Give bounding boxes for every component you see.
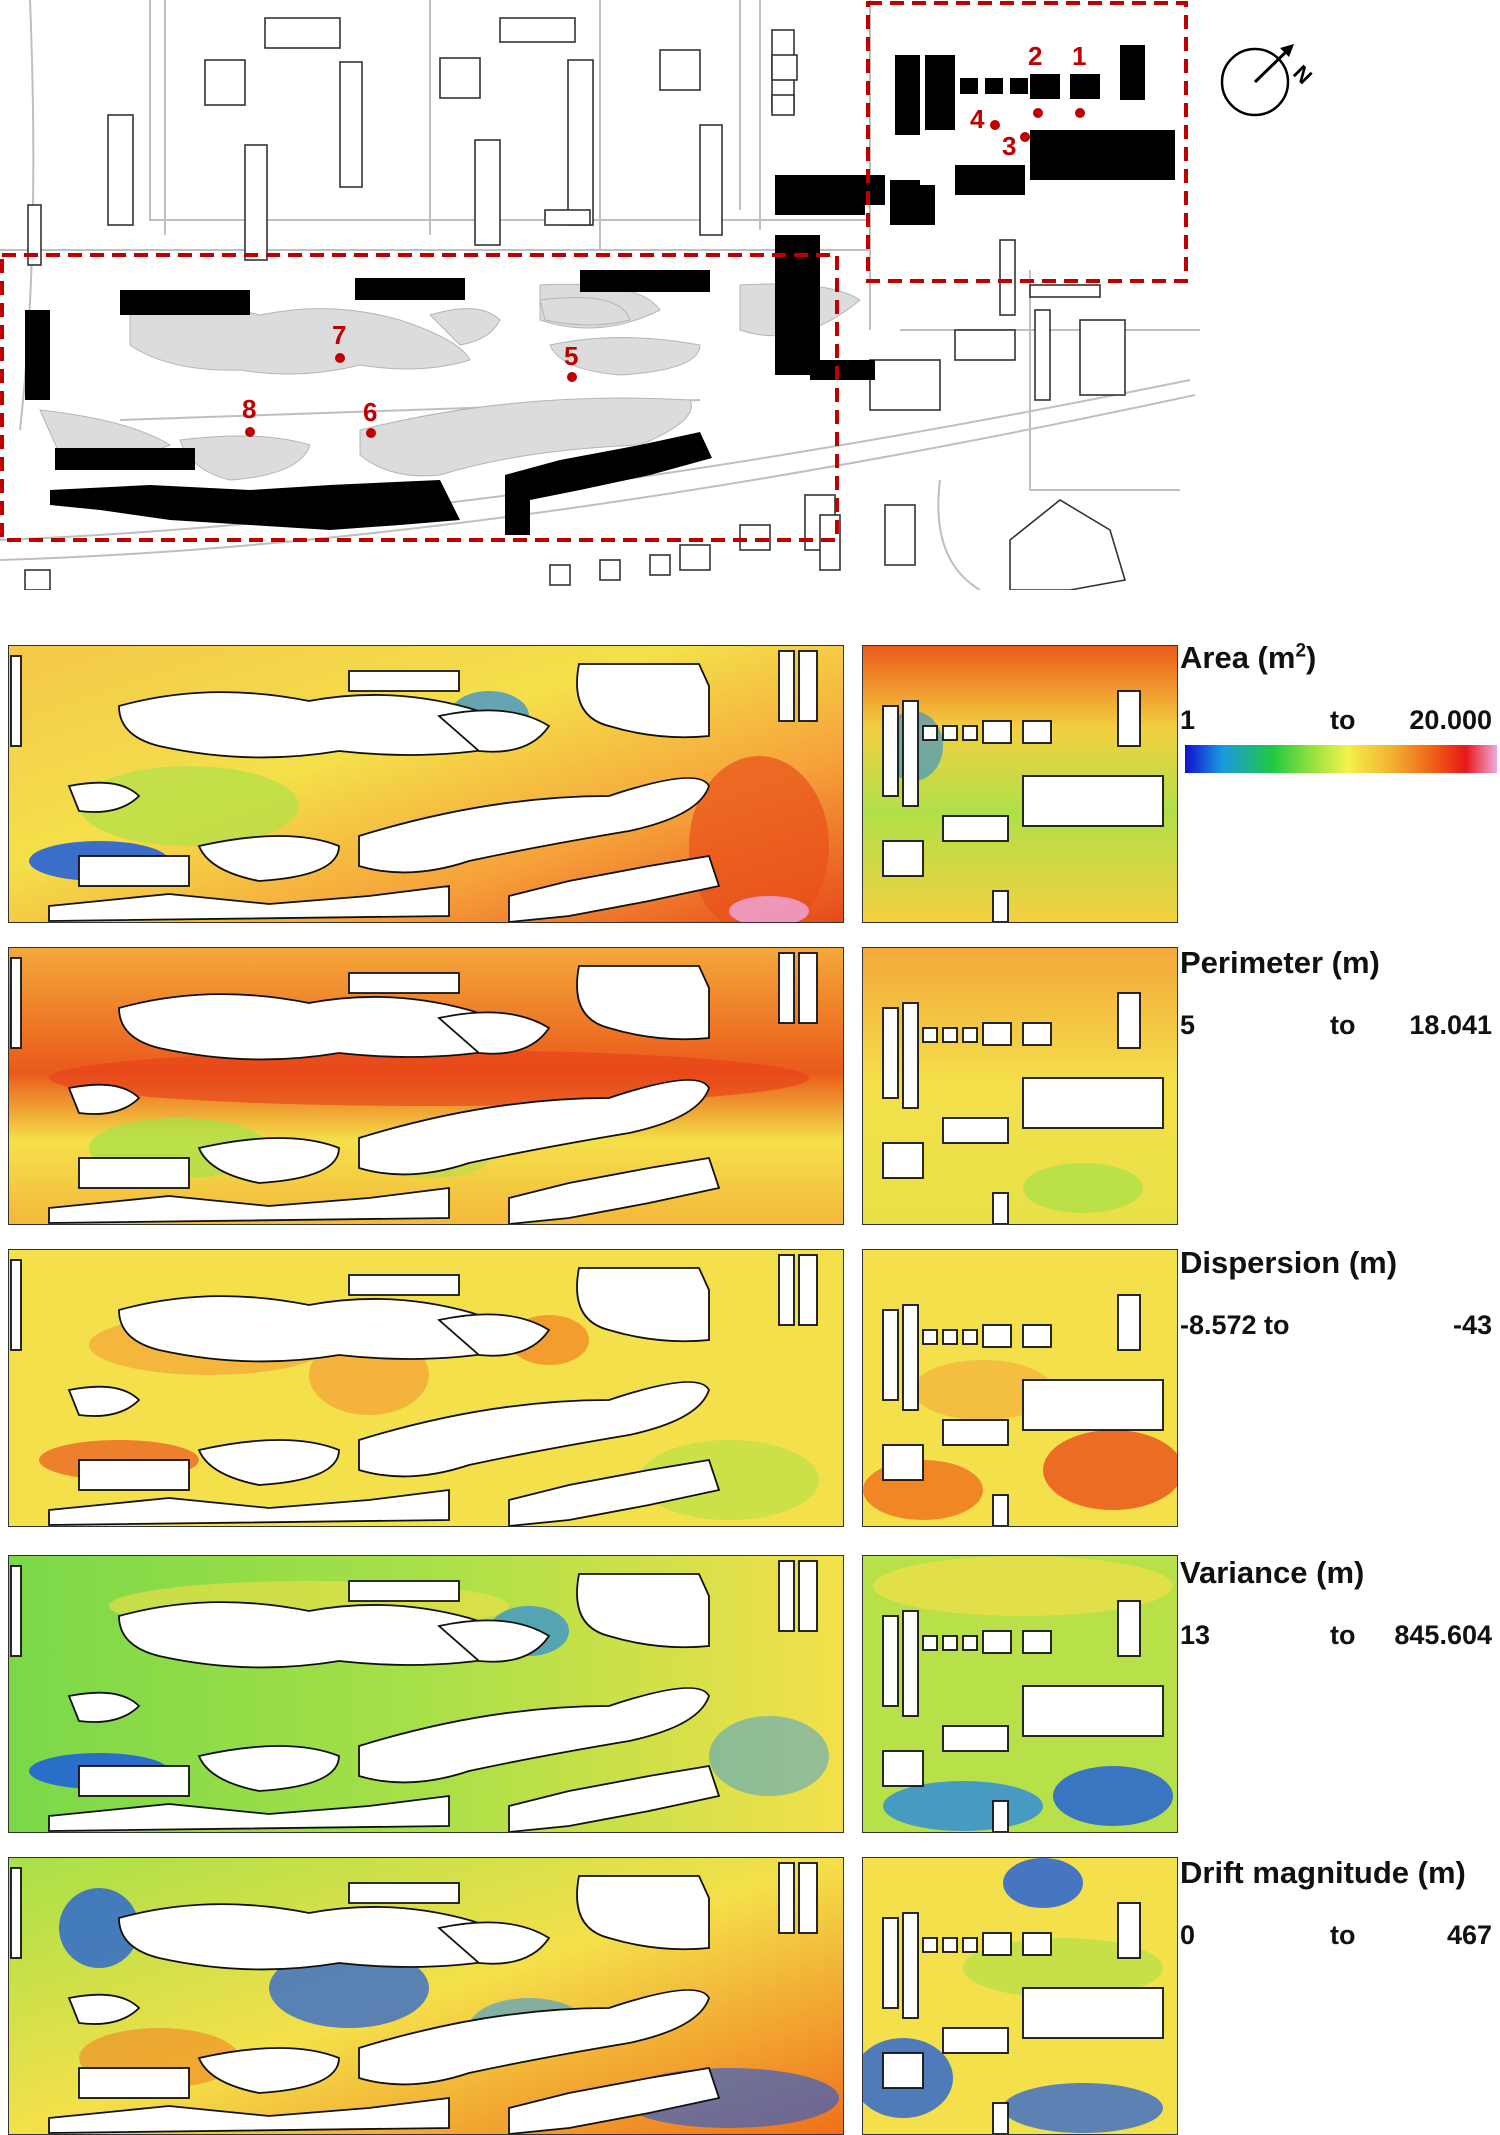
highlighted-buildings [25,45,1175,535]
dispersion-heatmap-panel-main [8,1249,844,1527]
site-plan-map: N 1 2 3 4 5 6 7 [0,0,1317,590]
area-title-end: ) [1306,640,1317,675]
marker-label-8: 8 [242,394,256,424]
perimeter-heatmap-panel-north [862,947,1178,1225]
marker-7: 7 [332,320,346,363]
variance-range-min: 13 [1180,1620,1211,1650]
marker-3: 3 [1002,131,1030,161]
area-heatmap [9,646,843,922]
marker-4: 4 [970,104,1000,134]
marker-8: 8 [242,394,256,437]
drift-heatmap-panel-main [8,1857,844,2135]
area-heatmap-north [863,646,1177,922]
measurement-markers: 1 2 3 4 5 6 7 8 [242,41,1086,438]
dispersion-heatmap-panel-north [862,1249,1178,1527]
compass-label: N [1288,60,1317,89]
drift-range-to: to [1330,1920,1356,1950]
drift-heatmap-north [863,1858,1177,2134]
color-scale-bar [1185,745,1497,773]
drift-heatmap-panel-north [862,1857,1178,2135]
dispersion-heatmap [9,1250,843,1526]
drift-heatmap [9,1858,843,2134]
area-range-max: 20.000 [1409,705,1492,735]
variance-heatmap [9,1556,843,1832]
marker-1: 1 [1072,41,1086,118]
dispersion-legend-title: Dispersion (m) [1180,1245,1398,1280]
area-heatmap-panel-main [8,645,844,923]
marker-2: 2 [1028,41,1043,118]
marker-label-5: 5 [564,341,578,371]
area-range-min: 1 [1180,705,1196,735]
marker-label-1: 1 [1072,41,1086,71]
north-arrow-icon: N [1220,44,1317,117]
marker-6: 6 [363,397,377,438]
marker-label-4: 4 [970,104,985,134]
variance-range-to: to [1330,1620,1356,1650]
marker-5: 5 [564,341,578,382]
variance-heatmap-north [863,1556,1177,1832]
perimeter-heatmap-north [863,948,1177,1224]
perimeter-legend-title: Perimeter (m) [1180,945,1380,980]
study-area-boxes [0,1,1188,542]
marker-label-7: 7 [332,320,346,350]
perimeter-heatmap [9,948,843,1224]
dispersion-heatmap-north [863,1250,1177,1526]
outline-buildings [24,17,1127,590]
variance-legend-title: Variance (m) [1180,1555,1365,1590]
perimeter-range-to: to [1330,1010,1356,1040]
dispersion-range-min: -8.572 to [1180,1310,1290,1340]
perimeter-heatmap-panel-main [8,947,844,1225]
variance-heatmap-panel-north [862,1555,1178,1833]
perimeter-range-min: 5 [1180,1010,1196,1040]
marker-label-3: 3 [1002,131,1016,161]
drift-range-max: 467 [1446,1920,1492,1950]
area-range-to: to [1330,705,1356,735]
variance-range-max: 845.604 [1394,1620,1492,1650]
drift-legend-title: Drift magnitude (m) [1180,1855,1466,1890]
variance-heatmap-panel-main [8,1555,844,1833]
area-legend-title: Area (m2) [1180,640,1316,676]
perimeter-range-max: 18.041 [1409,1010,1492,1040]
open-space-areas [39,283,861,481]
area-title-sup: 2 [1295,640,1307,662]
drift-range-min: 0 [1180,1920,1196,1950]
area-title-text: Area (m [1180,640,1296,675]
marker-label-2: 2 [1028,41,1042,71]
dispersion-range-max: -43 [1452,1310,1492,1340]
area-heatmap-panel-north [862,645,1178,923]
marker-label-6: 6 [363,397,377,427]
